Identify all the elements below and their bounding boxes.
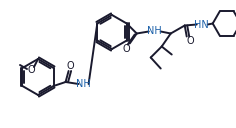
Text: NH: NH: [147, 26, 162, 36]
Text: O: O: [187, 36, 194, 46]
Text: O: O: [67, 61, 74, 71]
Text: O: O: [123, 45, 131, 55]
Text: NH: NH: [76, 79, 91, 89]
Text: HN: HN: [194, 19, 209, 29]
Text: O: O: [27, 65, 35, 75]
